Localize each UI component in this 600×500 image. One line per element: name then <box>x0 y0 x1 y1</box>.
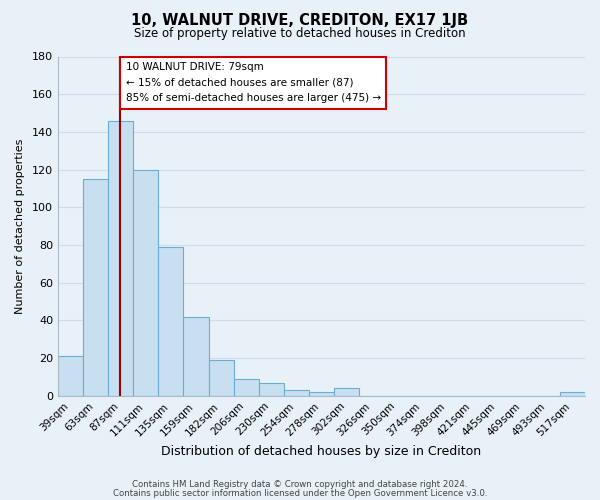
Text: Contains public sector information licensed under the Open Government Licence v3: Contains public sector information licen… <box>113 489 487 498</box>
Y-axis label: Number of detached properties: Number of detached properties <box>15 138 25 314</box>
Bar <box>284 390 309 396</box>
Text: Contains HM Land Registry data © Crown copyright and database right 2024.: Contains HM Land Registry data © Crown c… <box>132 480 468 489</box>
Text: 10 WALNUT DRIVE: 79sqm
← 15% of detached houses are smaller (87)
85% of semi-det: 10 WALNUT DRIVE: 79sqm ← 15% of detached… <box>125 62 381 104</box>
Text: Size of property relative to detached houses in Crediton: Size of property relative to detached ho… <box>134 28 466 40</box>
Bar <box>309 392 334 396</box>
Bar <box>560 392 585 396</box>
Bar <box>133 170 158 396</box>
Bar <box>158 247 184 396</box>
Bar <box>233 379 259 396</box>
Text: 10, WALNUT DRIVE, CREDITON, EX17 1JB: 10, WALNUT DRIVE, CREDITON, EX17 1JB <box>131 12 469 28</box>
Bar <box>58 356 83 396</box>
X-axis label: Distribution of detached houses by size in Crediton: Distribution of detached houses by size … <box>161 444 482 458</box>
Bar <box>209 360 233 396</box>
Bar <box>83 179 108 396</box>
Bar <box>259 382 284 396</box>
Bar <box>108 120 133 396</box>
Bar <box>184 316 209 396</box>
Bar <box>334 388 359 396</box>
